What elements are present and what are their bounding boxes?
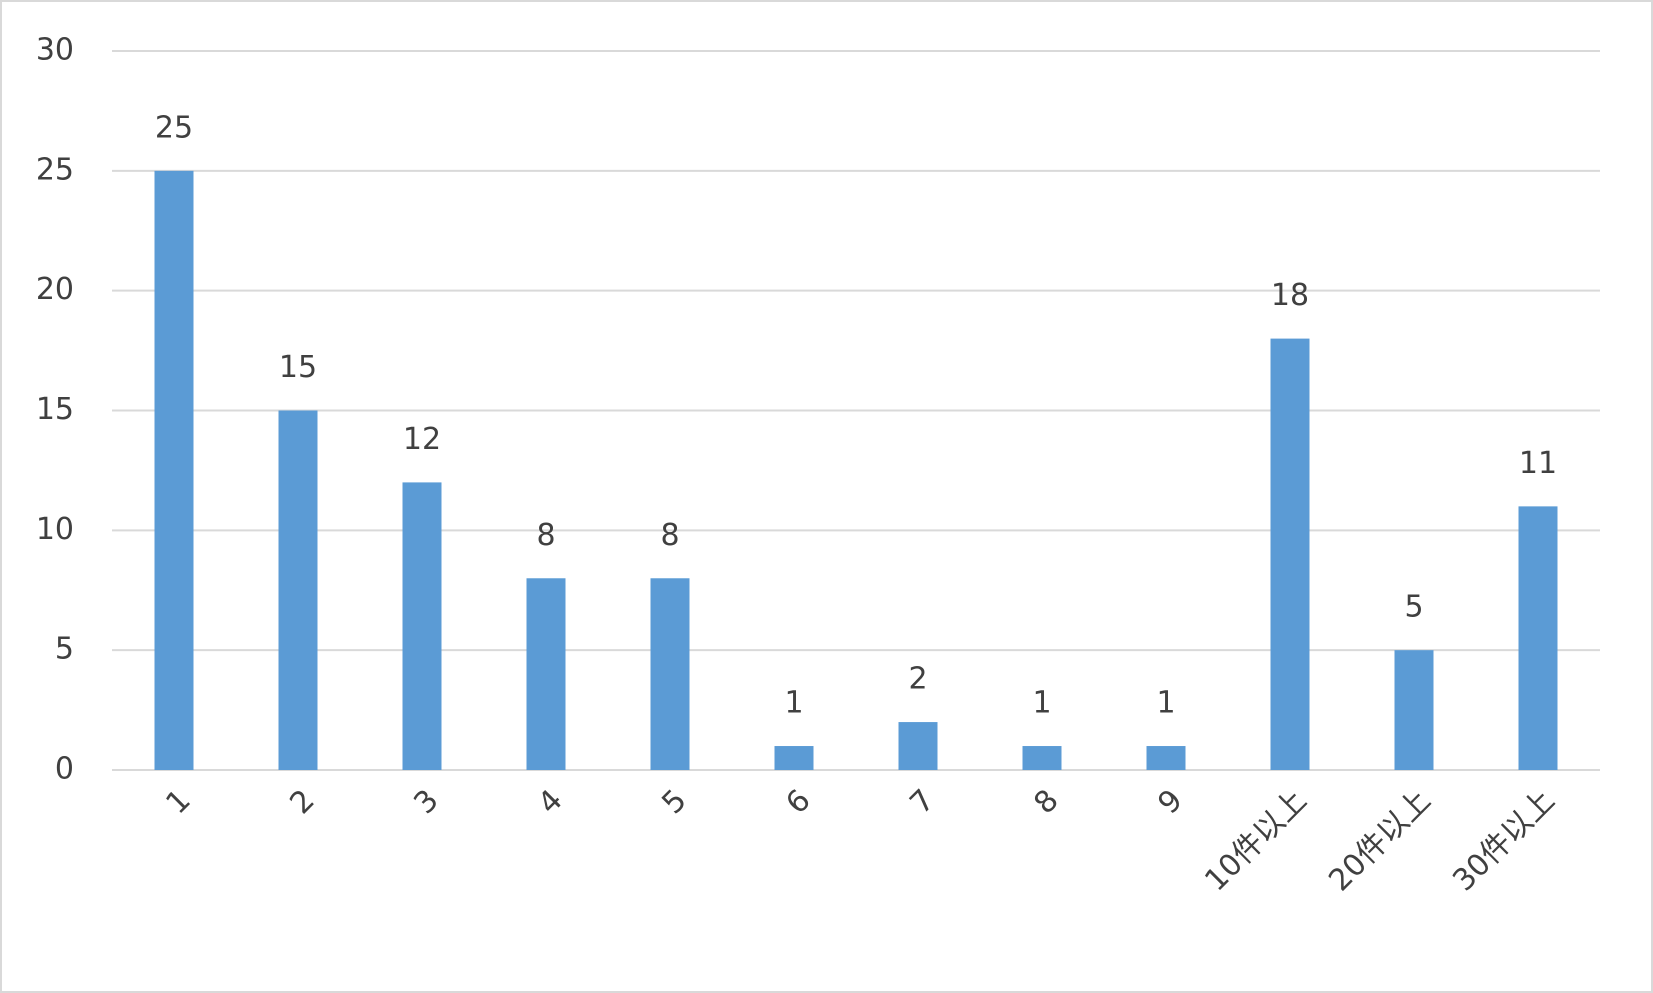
bar: [1270, 338, 1310, 770]
bar: [154, 170, 194, 771]
bar: [1394, 650, 1434, 770]
bar: [526, 578, 566, 770]
y-tick-label: 25: [36, 152, 74, 187]
bar: [1518, 506, 1558, 770]
y-tick-label: 30: [36, 33, 74, 68]
value-label: 5: [1404, 590, 1423, 625]
value-label: 2: [908, 662, 927, 697]
bar: [898, 722, 938, 770]
y-tick-label: 20: [36, 272, 74, 307]
value-label: 18: [1271, 278, 1309, 313]
value-label: 1: [1156, 686, 1175, 721]
bar: [1146, 746, 1186, 770]
value-label: 25: [155, 110, 193, 145]
bar: [278, 410, 318, 770]
bar: [402, 482, 442, 770]
bar: [774, 746, 814, 770]
value-label: 1: [1032, 686, 1051, 721]
bar: [650, 578, 690, 770]
value-label: 8: [536, 518, 555, 553]
bar: [1022, 746, 1062, 770]
y-tick-label: 5: [55, 632, 74, 667]
value-label: 12: [403, 422, 441, 457]
y-tick-label: 15: [36, 392, 74, 427]
value-label: 15: [279, 350, 317, 385]
value-label: 8: [660, 518, 679, 553]
value-label: 1: [784, 686, 803, 721]
y-tick-label: 0: [55, 752, 74, 787]
value-label: 11: [1519, 446, 1557, 481]
y-tick-label: 10: [36, 512, 74, 547]
